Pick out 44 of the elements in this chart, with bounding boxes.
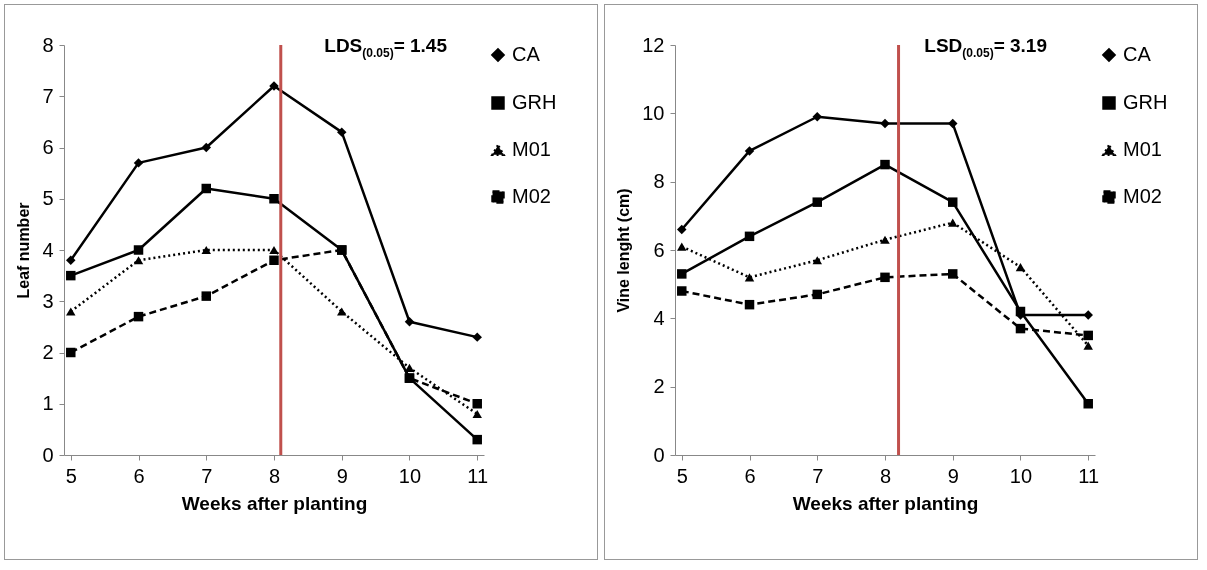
x-tick-label: 9 [336,464,348,487]
x-tick-label: 8 [268,464,281,487]
legend-label: M02 [1123,185,1162,207]
x-tick-label: 5 [676,464,688,487]
x-tick-label: 7 [201,464,213,487]
y-tick-label: 4 [42,238,54,261]
legend-label: M01 [1123,138,1162,160]
annotation: LSD$_{(0.05)}$= 3.19 [924,35,1047,60]
y-axis-title: Leaf number [15,202,33,299]
legend-label: GRH [512,91,557,113]
legend-label: GRH [1123,91,1168,113]
x-tick-label: 9 [947,464,959,487]
x-tick-label: 10 [398,464,422,487]
x-axis-title: Weeks after planting [181,492,368,514]
y-tick-label: 8 [653,170,665,193]
x-tick-label: 11 [467,464,489,487]
x-tick-label: 7 [812,464,824,487]
y-tick-label: 4 [653,306,665,329]
x-axis-title: Weeks after planting [792,492,979,514]
annotation: LDS$_{(0.05)}$= 1.45 [324,35,447,60]
y-tick-label: 12 [642,33,665,56]
legend-label: CA [1123,43,1152,65]
y-tick-label: 3 [42,289,54,312]
legend-label: CA [512,43,541,65]
y-tick-label: 7 [42,84,54,107]
y-tick-label: 6 [653,238,665,261]
y-tick-label: 2 [653,375,665,398]
y-tick-label: 0 [42,443,54,466]
x-tick-label: 6 [133,464,145,487]
y-tick-label: 6 [42,136,54,158]
y-tick-label: 2 [42,341,54,363]
y-tick-label: 8 [42,33,54,56]
x-tick-label: 8 [879,464,892,487]
y-tick-label: 0 [653,443,665,466]
x-tick-label: 10 [1009,464,1033,487]
x-tick-label: 6 [744,464,756,487]
y-tick-label: 5 [42,187,54,210]
y-axis-title: Vine lenght (cm) [615,188,633,313]
legend-label: M02 [512,185,551,207]
y-tick-label: 1 [42,392,54,415]
x-tick-label: 11 [1078,464,1100,487]
x-tick-label: 5 [65,464,77,487]
y-tick-label: 10 [642,101,665,124]
legend-label: M01 [512,138,551,160]
